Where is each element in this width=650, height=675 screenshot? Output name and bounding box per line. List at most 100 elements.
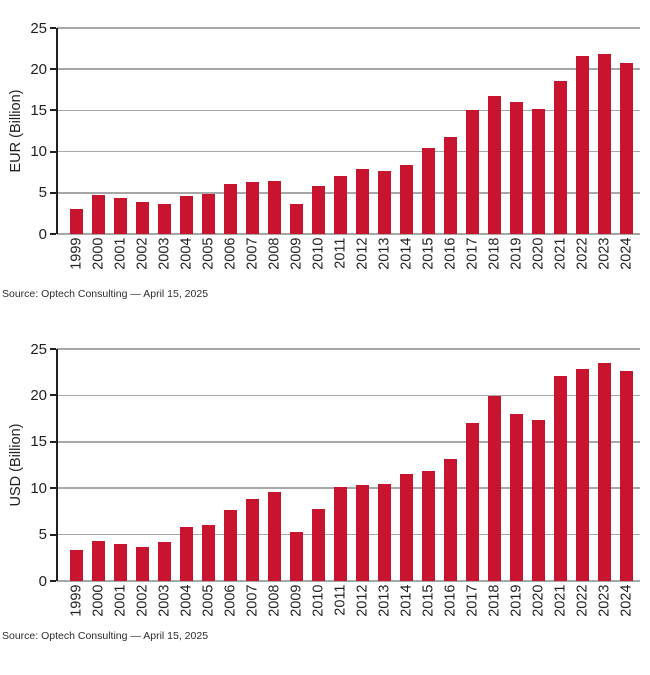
bar-2014 [400, 474, 413, 581]
usd-bar-chart: USD (Billion) Source: Optech Consulting … [0, 330, 650, 675]
x-tick-label-2021: 2021 [552, 584, 568, 617]
bar-2012 [356, 484, 369, 581]
x-tick-label-2010: 2010 [310, 237, 326, 270]
y-tick-label: 5 [38, 526, 47, 544]
bar-2004 [180, 527, 193, 581]
x-tick-label-2008: 2008 [266, 584, 282, 617]
x-tick-label-2015: 2015 [420, 584, 436, 617]
y-tick-mark [50, 68, 56, 71]
x-tick-label-2010: 2010 [310, 584, 326, 617]
bar-2019 [510, 102, 523, 234]
y-axis-title-eur: EUR (Billion) [8, 89, 24, 173]
y-axis-line [56, 28, 58, 234]
bar-2024 [620, 371, 633, 581]
gridline-y5 [57, 533, 640, 536]
bar-2003 [158, 204, 171, 234]
x-tick-label-2000: 2000 [90, 237, 106, 270]
bar-2009 [290, 203, 303, 234]
gridline-y10 [57, 150, 640, 153]
x-tick-label-2003: 2003 [156, 584, 172, 617]
x-tick-label-2006: 2006 [222, 237, 238, 270]
plot-area-usd [50, 348, 640, 582]
bar-2018 [488, 396, 501, 581]
bar-2006 [224, 183, 237, 234]
bar-2021 [554, 80, 567, 234]
bar-2011 [334, 487, 347, 581]
bar-2003 [158, 542, 171, 581]
x-tick-label-2009: 2009 [288, 237, 304, 270]
bar-2023 [598, 53, 611, 234]
x-tick-label-2012: 2012 [354, 237, 370, 270]
bar-2015 [422, 470, 435, 581]
x-tick-label-2019: 2019 [508, 237, 524, 270]
x-tick-label-2024: 2024 [618, 584, 634, 617]
bar-2020 [532, 108, 545, 234]
bar-2024 [620, 62, 633, 234]
bar-2017 [466, 110, 479, 234]
x-tick-label-2001: 2001 [112, 237, 128, 270]
bar-2001 [114, 197, 127, 234]
y-tick-mark [50, 191, 56, 194]
y-tick-mark [50, 394, 56, 397]
x-tick-label-2015: 2015 [420, 237, 436, 270]
y-tick-label: 15 [30, 433, 47, 451]
y-tick-mark [50, 440, 56, 443]
x-tick-label-2003: 2003 [156, 237, 172, 270]
y-tick-label: 15 [30, 101, 47, 119]
x-tick-label-2024: 2024 [618, 237, 634, 270]
y-tick-mark [50, 487, 56, 490]
source-note-usd: Source: Optech Consulting — April 15, 20… [2, 630, 209, 642]
y-tick-mark [50, 233, 56, 235]
x-tick-label-2011: 2011 [332, 237, 348, 269]
bar-2010 [312, 186, 325, 234]
y-tick-label: 5 [38, 184, 47, 202]
bar-2005 [202, 194, 215, 234]
bar-2017 [466, 423, 479, 581]
gridline-y20 [57, 394, 640, 397]
bar-2013 [378, 483, 391, 581]
gridline-y0 [57, 580, 640, 582]
bar-1999 [70, 550, 83, 581]
x-tick-label-2007: 2007 [244, 237, 260, 270]
y-tick-label: 0 [38, 225, 47, 243]
y-tick-mark [50, 27, 56, 29]
x-tick-label-2000: 2000 [90, 584, 106, 617]
bar-2007 [246, 499, 259, 581]
bar-2015 [422, 147, 435, 234]
x-tick-label-2022: 2022 [574, 237, 590, 270]
x-tick-label-2008: 2008 [266, 237, 282, 270]
bar-2016 [444, 136, 457, 234]
x-tick-label-2023: 2023 [596, 237, 612, 270]
bar-2000 [92, 541, 105, 581]
x-tick-label-1999: 1999 [68, 584, 84, 617]
y-tick-label: 10 [30, 479, 47, 497]
bar-2019 [510, 414, 523, 581]
x-tick-label-2013: 2013 [376, 584, 392, 617]
bar-2022 [576, 56, 589, 234]
bar-2010 [312, 508, 325, 581]
y-tick-label: 10 [30, 143, 47, 161]
x-tick-label-2002: 2002 [134, 584, 150, 617]
x-tick-label-2004: 2004 [178, 237, 194, 270]
x-tick-label-2016: 2016 [442, 237, 458, 270]
eur-bar-chart: EUR (Billion) Source: Optech Consulting … [0, 0, 650, 312]
bar-2016 [444, 459, 457, 581]
bar-2009 [290, 531, 303, 581]
bar-2018 [488, 96, 501, 234]
bar-2008 [268, 491, 281, 581]
x-tick-label-2018: 2018 [486, 584, 502, 617]
x-tick-label-2001: 2001 [112, 584, 128, 617]
plot-area-eur [50, 27, 640, 235]
bar-2004 [180, 196, 193, 234]
y-tick-mark [50, 533, 56, 536]
y-tick-mark [50, 109, 56, 112]
y-tick-label: 20 [30, 60, 47, 78]
x-tick-label-2013: 2013 [376, 237, 392, 270]
y-tick-label: 20 [30, 386, 47, 404]
bar-1999 [70, 208, 83, 234]
gridline-y5 [57, 192, 640, 194]
y-tick-label: 25 [30, 19, 47, 37]
bar-2005 [202, 525, 215, 581]
x-tick-label-2011: 2011 [332, 584, 348, 616]
x-tick-label-2004: 2004 [178, 584, 194, 617]
